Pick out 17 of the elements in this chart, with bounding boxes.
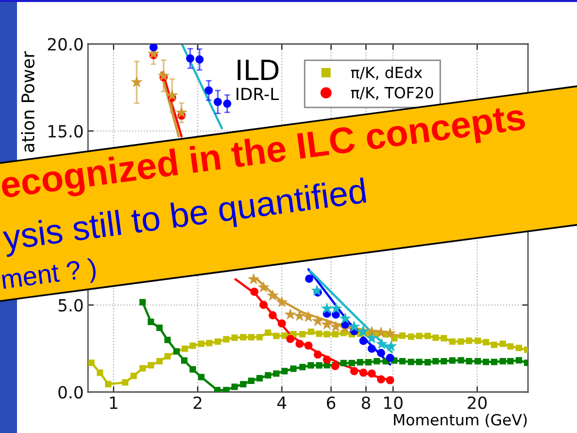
annotation: ILD: [238, 60, 278, 80]
x-tick-label: 1: [110, 396, 118, 409]
x-tick-label: 4: [277, 396, 286, 409]
x-tick-label: 6: [326, 396, 336, 410]
legend-label: π/K, dEdx: [351, 66, 422, 80]
legend-label: π/K, TOF20: [351, 86, 434, 100]
y-tick-label: 0.0: [58, 386, 83, 399]
x-tick-label: 10: [384, 396, 403, 410]
x-tick-label: 8: [362, 396, 370, 410]
y-tick-label: 5.0: [58, 298, 83, 312]
annotation: ment ? ): [1, 258, 98, 294]
y-tick-label: 20.0: [48, 38, 83, 51]
y-tick-label: 15.0: [48, 124, 83, 138]
x-tick-label: 2: [194, 396, 202, 409]
x-axis-title: Momentum (GeV): [394, 414, 527, 428]
x-tick-label: 20: [468, 396, 487, 410]
annotation: IDR-L: [236, 88, 279, 100]
